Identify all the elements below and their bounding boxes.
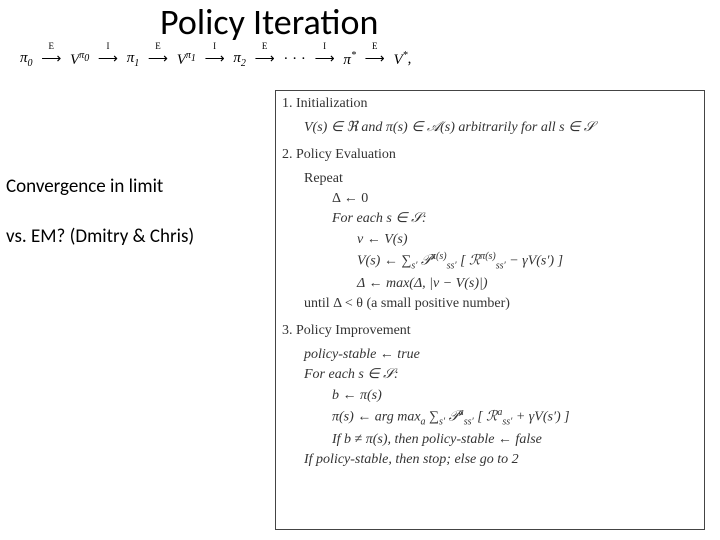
note-convergence: Convergence in limit [6, 175, 163, 198]
seq-Vstar: V* [393, 50, 407, 69]
arrow-E-1: E⟶ [36, 51, 66, 68]
arrow-I-3: I⟶ [310, 51, 340, 68]
algorithm-box: 1. Initialization V(s) ∈ ℜ and π(s) ∈ 𝒜(… [275, 90, 705, 530]
step-1-header: 1. Initialization [282, 94, 698, 114]
step-1-body: V(s) ∈ ℜ and π(s) ∈ 𝒜(s) arbitrarily for… [304, 118, 698, 138]
arrow-E-4: E⟶ [360, 51, 390, 68]
arrow-I-2: I⟶ [200, 51, 230, 68]
step-2-header: 2. Policy Evaluation [282, 145, 698, 165]
step-2-v: v ← V(s) [357, 230, 698, 250]
step-2-foreach: For each s ∈ 𝒮: [332, 209, 698, 229]
seq-pistar: π* [343, 50, 356, 69]
seq-pi1: π1 [127, 50, 140, 69]
step-2-delta0: Δ ← 0 [332, 189, 698, 209]
step-3-if1: If b ≠ π(s), then policy-stable ← false [332, 430, 698, 450]
step-3-b: b ← π(s) [332, 386, 698, 406]
seq-Vpi0: Vπ0 [70, 50, 89, 69]
step-3-header: 3. Policy Improvement [282, 321, 698, 341]
step-2-deltamax: Δ ← max(Δ, |v − V(s)|) [357, 274, 698, 294]
seq-pi2: π2 [233, 50, 246, 69]
seq-dots: · · · [283, 51, 306, 68]
step-2-repeat: Repeat [304, 169, 698, 189]
arrow-E-3: E⟶ [250, 51, 280, 68]
seq-tail: , [408, 51, 412, 67]
step-2-update: V(s) ← ∑s′ 𝒫π(s)ss′ [ ℛπ(s)ss′ − γV(s′) … [357, 250, 698, 274]
step-3-argmax: π(s) ← arg maxa ∑s′ 𝒫ass′ [ ℛass′ + γV(s… [332, 406, 698, 430]
step-3-if2: If policy-stable, then stop; else go to … [304, 450, 698, 470]
seq-pi0: π0 [20, 50, 33, 69]
arrow-E-2: E⟶ [143, 51, 173, 68]
seq-Vpi1: Vπ1 [177, 50, 196, 69]
slide-title: Policy Iteration [160, 0, 378, 44]
note-em: vs. EM? (Dmitry & Chris) [6, 225, 194, 248]
step-3-foreach: For each s ∈ 𝒮: [304, 365, 698, 385]
policy-iteration-sequence: π0 E⟶ Vπ0 I⟶ π1 E⟶ Vπ1 I⟶ π2 E⟶ · · · I⟶… [20, 50, 411, 69]
step-3-stable: policy-stable ← true [304, 345, 698, 365]
step-2-until: until Δ < θ (a small positive number) [304, 294, 698, 314]
arrow-I-1: I⟶ [93, 51, 123, 68]
